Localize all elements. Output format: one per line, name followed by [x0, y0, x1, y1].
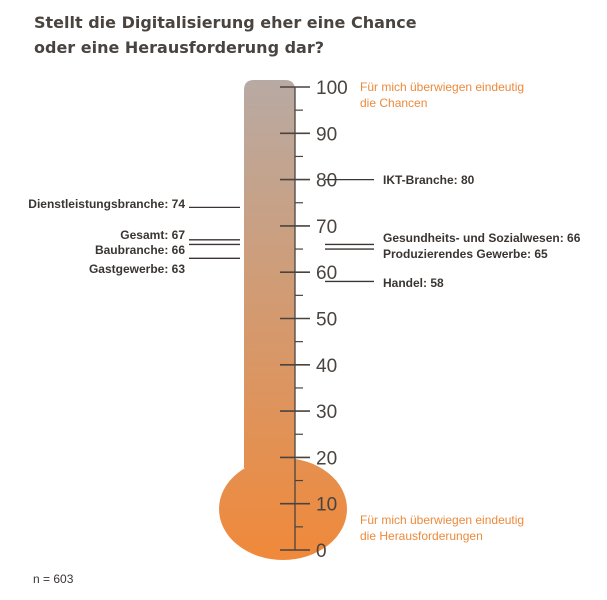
tick-label: 20 [316, 448, 337, 469]
annotation-challenges: die Herausforderungen [360, 529, 483, 543]
tick-label: 80 [316, 171, 337, 192]
annotation-chances: die Chancen [360, 96, 427, 110]
tick-label: 90 [316, 124, 337, 145]
pointer-label: Gesundheits- und Sozialwesen: 66 [383, 231, 581, 245]
tick-label: 100 [316, 78, 348, 99]
thermometer-tube [244, 80, 295, 468]
annotation-chances: Für mich überwiegen eindeutig [360, 80, 524, 94]
annotation-challenges: Für mich überwiegen eindeutig [360, 513, 524, 527]
tick-label: 0 [316, 541, 327, 562]
tick-label: 40 [316, 356, 337, 377]
tick-label: 30 [316, 402, 337, 423]
thermometer-bulb [219, 458, 347, 560]
sample-size-note: n = 603 [33, 572, 74, 586]
chart-title-line-1: Stellt die Digitalisierung eher eine Cha… [34, 13, 417, 32]
pointer-label: Dienstleistungsbranche: 74 [28, 197, 185, 211]
pointer-label: IKT-Branche: 80 [383, 173, 475, 187]
tick-label: 10 [316, 495, 337, 516]
pointer-label: Handel: 58 [383, 276, 444, 290]
tick-label: 70 [316, 217, 337, 238]
chart-title-line-2: oder eine Herausforderung dar? [34, 38, 325, 57]
tick-label: 50 [316, 310, 337, 331]
pointer-label: Produzierendes Gewerbe: 65 [383, 247, 548, 261]
pointer-label: Gesamt: 67 [120, 228, 185, 242]
pointer-label: Gastgewerbe: 63 [89, 262, 185, 276]
chart-title: Stellt die Digitalisierung eher eine Cha… [34, 10, 454, 60]
pointer-label: Baubranche: 66 [95, 243, 185, 257]
tick-label: 60 [316, 263, 337, 284]
